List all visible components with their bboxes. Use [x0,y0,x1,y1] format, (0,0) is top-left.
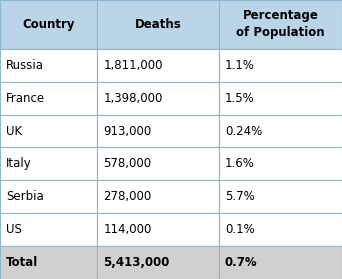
Bar [219,115,342,148]
Text: 0.24%: 0.24% [225,124,262,138]
Text: 114,000: 114,000 [104,223,152,236]
Text: 1,811,000: 1,811,000 [104,59,163,72]
Text: US: US [6,223,22,236]
Bar [97,49,219,82]
Bar [219,246,342,279]
Bar [97,246,219,279]
Bar [0,115,97,148]
Bar [0,246,97,279]
Text: 0.7%: 0.7% [225,256,258,269]
Text: 913,000: 913,000 [104,124,152,138]
Bar [219,213,342,246]
Bar [0,82,97,115]
Bar [0,213,97,246]
Text: 578,000: 578,000 [104,157,152,170]
Bar [97,213,219,246]
Text: 1,398,000: 1,398,000 [104,92,163,105]
Bar [219,82,342,115]
Bar [219,49,342,82]
Text: Russia: Russia [6,59,44,72]
Bar [97,0,219,49]
Text: Total: Total [6,256,38,269]
Bar [97,82,219,115]
Text: France: France [6,92,45,105]
Bar [219,0,342,49]
Bar [0,49,97,82]
Text: 278,000: 278,000 [104,190,152,203]
Text: UK: UK [6,124,22,138]
Text: 5.7%: 5.7% [225,190,255,203]
Text: Percentage
of Population: Percentage of Population [236,9,325,39]
Bar [0,0,97,49]
Text: 0.1%: 0.1% [225,223,255,236]
Bar [97,180,219,213]
Bar [97,148,219,180]
Text: Deaths: Deaths [135,18,182,31]
Text: 5,413,000: 5,413,000 [104,256,170,269]
Text: Country: Country [23,18,75,31]
Bar [0,180,97,213]
Text: 1.1%: 1.1% [225,59,255,72]
Bar [0,148,97,180]
Bar [219,180,342,213]
Text: 1.5%: 1.5% [225,92,255,105]
Bar [97,115,219,148]
Bar [219,148,342,180]
Text: 1.6%: 1.6% [225,157,255,170]
Text: Serbia: Serbia [6,190,44,203]
Text: Italy: Italy [6,157,32,170]
